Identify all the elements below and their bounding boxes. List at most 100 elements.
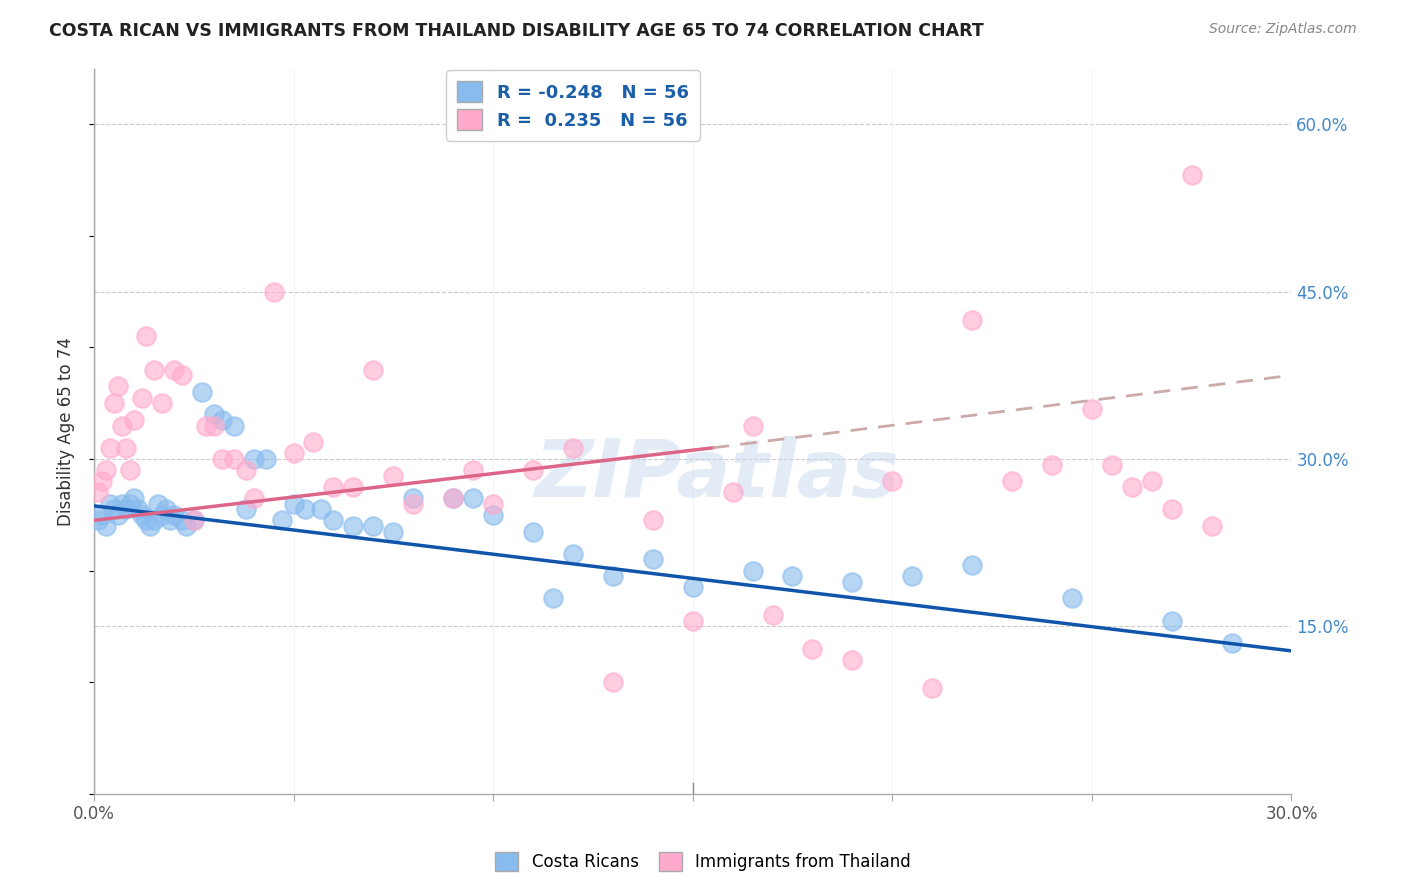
- Point: [1181, 168, 1204, 182]
- Point: [1060, 591, 1083, 606]
- Point: [90, 475, 112, 489]
- Point: [150, 396, 173, 410]
- Point: [294, 502, 316, 516]
- Point: [302, 435, 325, 450]
- Point: [921, 681, 943, 695]
- Point: [1160, 614, 1182, 628]
- Point: [960, 312, 983, 326]
- Point: [142, 363, 165, 377]
- Point: [1121, 480, 1143, 494]
- Point: [561, 547, 583, 561]
- Point: [142, 513, 165, 527]
- Point: [841, 574, 863, 589]
- Point: [682, 580, 704, 594]
- Point: [135, 513, 157, 527]
- Point: [342, 519, 364, 533]
- Point: [1160, 502, 1182, 516]
- Point: [402, 491, 425, 505]
- Point: [270, 513, 292, 527]
- Point: [721, 485, 744, 500]
- Point: [202, 408, 225, 422]
- Point: [561, 441, 583, 455]
- Point: [131, 391, 153, 405]
- Text: ZIPatlas: ZIPatlas: [534, 435, 900, 514]
- Point: [111, 418, 134, 433]
- Point: [183, 513, 205, 527]
- Point: [741, 564, 763, 578]
- Point: [901, 569, 924, 583]
- Point: [242, 491, 264, 505]
- Point: [342, 480, 364, 494]
- Point: [1220, 636, 1243, 650]
- Point: [402, 497, 425, 511]
- Point: [283, 497, 305, 511]
- Point: [111, 497, 134, 511]
- Text: COSTA RICAN VS IMMIGRANTS FROM THAILAND DISABILITY AGE 65 TO 74 CORRELATION CHAR: COSTA RICAN VS IMMIGRANTS FROM THAILAND …: [49, 22, 984, 40]
- Point: [103, 396, 125, 410]
- Point: [107, 379, 129, 393]
- Point: [139, 519, 162, 533]
- Point: [482, 497, 505, 511]
- Point: [382, 468, 405, 483]
- Point: [115, 441, 138, 455]
- Point: [283, 446, 305, 460]
- Point: [782, 569, 804, 583]
- Point: [841, 653, 863, 667]
- Point: [115, 502, 138, 516]
- Point: [150, 508, 173, 522]
- Point: [522, 524, 544, 539]
- Point: [94, 519, 117, 533]
- Point: [522, 463, 544, 477]
- Point: [235, 463, 257, 477]
- Point: [363, 519, 385, 533]
- Point: [131, 508, 153, 522]
- Point: [194, 418, 217, 433]
- Point: [1140, 475, 1163, 489]
- Point: [127, 502, 149, 516]
- Point: [107, 508, 129, 522]
- Point: [190, 385, 212, 400]
- Point: [155, 502, 177, 516]
- Point: [163, 363, 186, 377]
- Point: [1040, 458, 1063, 472]
- Point: [135, 329, 157, 343]
- Point: [441, 491, 464, 505]
- Point: [602, 569, 624, 583]
- Point: [118, 497, 141, 511]
- Point: [463, 463, 485, 477]
- Point: [163, 508, 186, 522]
- Point: [222, 452, 245, 467]
- Point: [170, 513, 193, 527]
- Point: [235, 502, 257, 516]
- Point: [174, 519, 197, 533]
- Point: [87, 513, 110, 527]
- Point: [741, 418, 763, 433]
- Point: [1001, 475, 1024, 489]
- Point: [761, 608, 783, 623]
- Point: [463, 491, 485, 505]
- Point: [482, 508, 505, 522]
- Point: [254, 452, 277, 467]
- Point: [682, 614, 704, 628]
- Point: [118, 463, 141, 477]
- Point: [242, 452, 264, 467]
- Point: [90, 508, 112, 522]
- Legend: Costa Ricans, Immigrants from Thailand: Costa Ricans, Immigrants from Thailand: [486, 843, 920, 880]
- Point: [882, 475, 904, 489]
- Point: [441, 491, 464, 505]
- Point: [146, 497, 169, 511]
- Point: [98, 441, 121, 455]
- Point: [159, 513, 181, 527]
- Point: [322, 513, 344, 527]
- Point: [641, 552, 664, 566]
- Point: [382, 524, 405, 539]
- Point: [122, 413, 145, 427]
- Point: [170, 368, 193, 383]
- Point: [363, 363, 385, 377]
- Point: [122, 491, 145, 505]
- Text: Source: ZipAtlas.com: Source: ZipAtlas.com: [1209, 22, 1357, 37]
- Point: [183, 513, 205, 527]
- Point: [960, 558, 983, 572]
- Point: [94, 463, 117, 477]
- Point: [1081, 401, 1104, 416]
